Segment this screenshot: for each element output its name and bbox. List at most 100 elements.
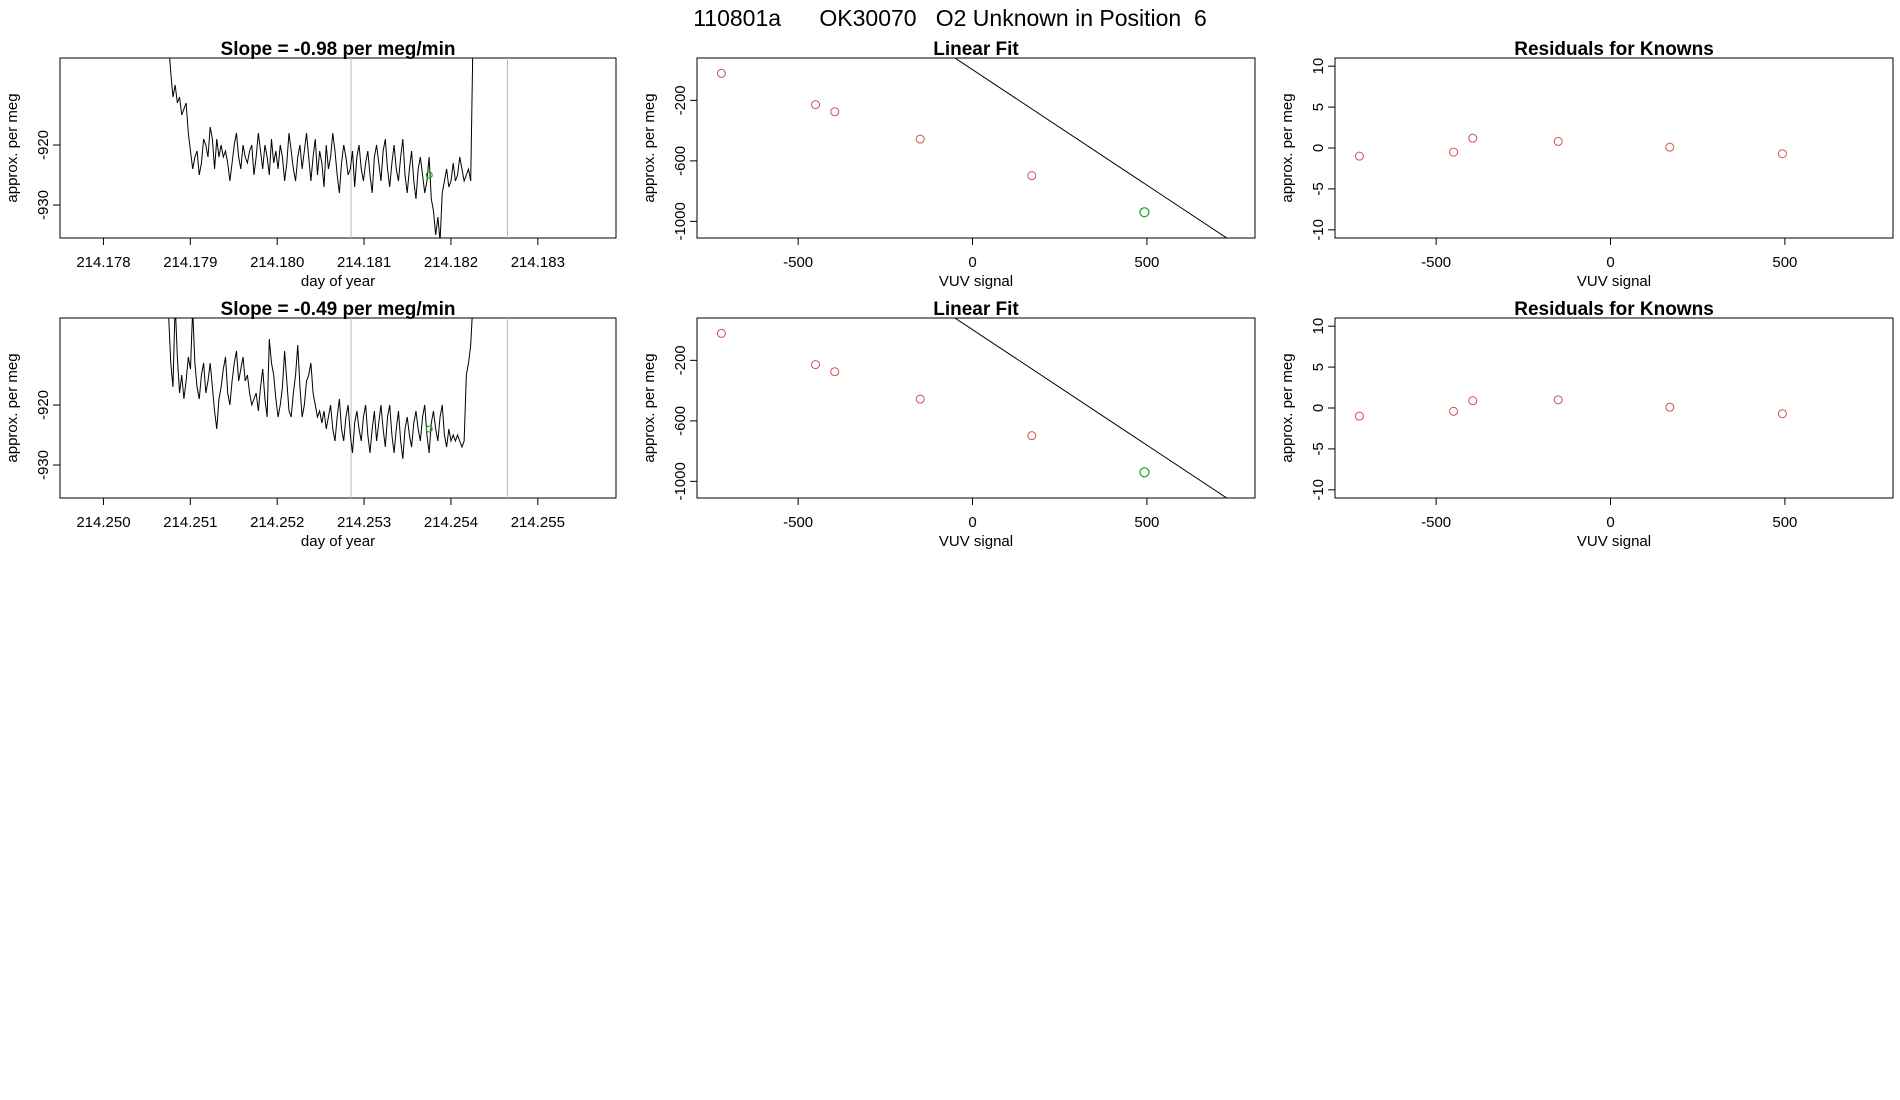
plot-area [169,58,508,238]
known-point [1468,396,1478,406]
x-tick-label: -500 [1421,514,1451,531]
plot-frame [696,317,1256,499]
known-point [716,68,726,78]
known-point [1354,151,1364,161]
x-tick-label: 0 [968,254,976,271]
x-tick-label: 0 [968,514,976,531]
unknown-point [1139,467,1150,478]
known-point [1553,136,1563,146]
x-axis-label: VUV signal [939,273,1013,290]
chart-title: Residuals for Knowns [1514,299,1714,320]
x-tick-label: 500 [1134,514,1159,531]
known-point [1354,411,1364,421]
known-point [1777,149,1787,159]
plot-frame [59,57,617,239]
x-tick-label: -500 [1421,254,1451,271]
y-tick-label: -10 [1310,479,1327,501]
chart-title: Slope = -0.98 per meg/min [221,39,456,60]
y-tick-label: 5 [1310,363,1327,371]
x-tick-label: 214.180 [250,254,304,271]
panel-ts1: Slope = -0.98 per meg/min 214.178 214.179 2… [4,39,617,290]
y-tick-label: -5 [1310,182,1327,195]
known-point [1027,171,1037,181]
unknown-point [425,171,433,179]
y-tick-label: 10 [1310,58,1327,75]
y-tick-label: -1000 [672,462,689,500]
panel-res2: Residuals for Knowns -500 0 500 10 5 0 -5 -10 VUV… [1279,299,1894,550]
known-point [1468,133,1478,143]
x-tick-label: 500 [1134,254,1159,271]
y-axis-label: approx. per meg [4,353,21,462]
x-tick-label: 214.253 [337,514,391,531]
known-point [915,134,925,144]
plot-area [716,318,1228,498]
plot-frame [696,57,1256,239]
x-tick-label: 500 [1772,514,1797,531]
y-axis-label: approx. per meg [1279,93,1296,202]
known-point [915,394,925,404]
fit-line [954,318,1228,498]
panel-res1: Residuals for Knowns -500 0 500 10 5 0 -5 -10 VUV… [1279,39,1894,290]
chart-title: Linear Fit [933,299,1019,320]
plot-area [1354,133,1787,161]
panel-fit2: Linear Fit -500 0 500 -200 -600 -1000 VUV signa… [641,299,1256,550]
x-tick-label: 214.251 [163,514,217,531]
x-axis-label: VUV signal [939,533,1013,550]
x-tick-label: 214.182 [424,254,478,271]
y-tick-label: -5 [1310,442,1327,455]
charts-group: Slope = -0.98 per meg/min 214.178 214.179 2… [4,39,1894,550]
y-tick-label: -920 [35,130,52,160]
y-tick-label: 0 [1310,404,1327,412]
x-tick-label: 214.183 [511,254,565,271]
y-tick-label: -600 [672,146,689,176]
known-point [716,328,726,338]
x-tick-label: 214.254 [424,514,478,531]
y-tick-label: -200 [672,345,689,375]
x-axis-label: day of year [301,273,375,290]
known-point [1777,409,1787,419]
x-tick-label: 214.181 [337,254,391,271]
y-axis-label: approx. per meg [641,93,658,202]
fit-line [954,58,1228,238]
y-axis-label: approx. per meg [1279,353,1296,462]
y-tick-label: -930 [35,190,52,220]
plot-frame [59,317,617,499]
known-point [830,107,840,117]
series-line [168,318,473,460]
x-tick-label: 214.252 [250,514,304,531]
x-tick-label: 214.178 [76,254,130,271]
y-tick-label: -10 [1310,219,1327,241]
known-point [1665,402,1675,412]
x-tick-label: 0 [1606,254,1614,271]
unknown-point [425,425,433,433]
y-tick-label: 0 [1310,144,1327,152]
chart-title: Slope = -0.49 per meg/min [221,299,456,320]
plot-frame [1334,317,1894,499]
y-tick-label: 5 [1310,103,1327,111]
x-axis-label: VUV signal [1577,533,1651,550]
x-axis-label: day of year [301,533,375,550]
y-tick-label: -920 [35,390,52,420]
known-point [811,100,821,110]
x-tick-label: 214.255 [511,514,565,531]
y-tick-label: -930 [35,450,52,480]
x-tick-label: -500 [783,254,813,271]
known-point [830,367,840,377]
unknown-point [1139,207,1150,218]
plot-area [716,58,1228,238]
page-title: 110801a OK30070 O2 Unknown in Position 6 [693,5,1207,31]
x-tick-label: -500 [783,514,813,531]
y-axis-label: approx. per meg [641,353,658,462]
known-point [1449,406,1459,416]
chart-title: Residuals for Knowns [1514,39,1714,60]
known-point [1665,142,1675,152]
y-tick-label: -600 [672,406,689,436]
x-tick-label: 214.179 [163,254,217,271]
known-point [1553,395,1563,405]
known-point [811,360,821,370]
plot-frame [1334,57,1894,239]
known-point [1027,431,1037,441]
series-line [169,58,474,238]
y-axis-label: approx. per meg [4,93,21,202]
